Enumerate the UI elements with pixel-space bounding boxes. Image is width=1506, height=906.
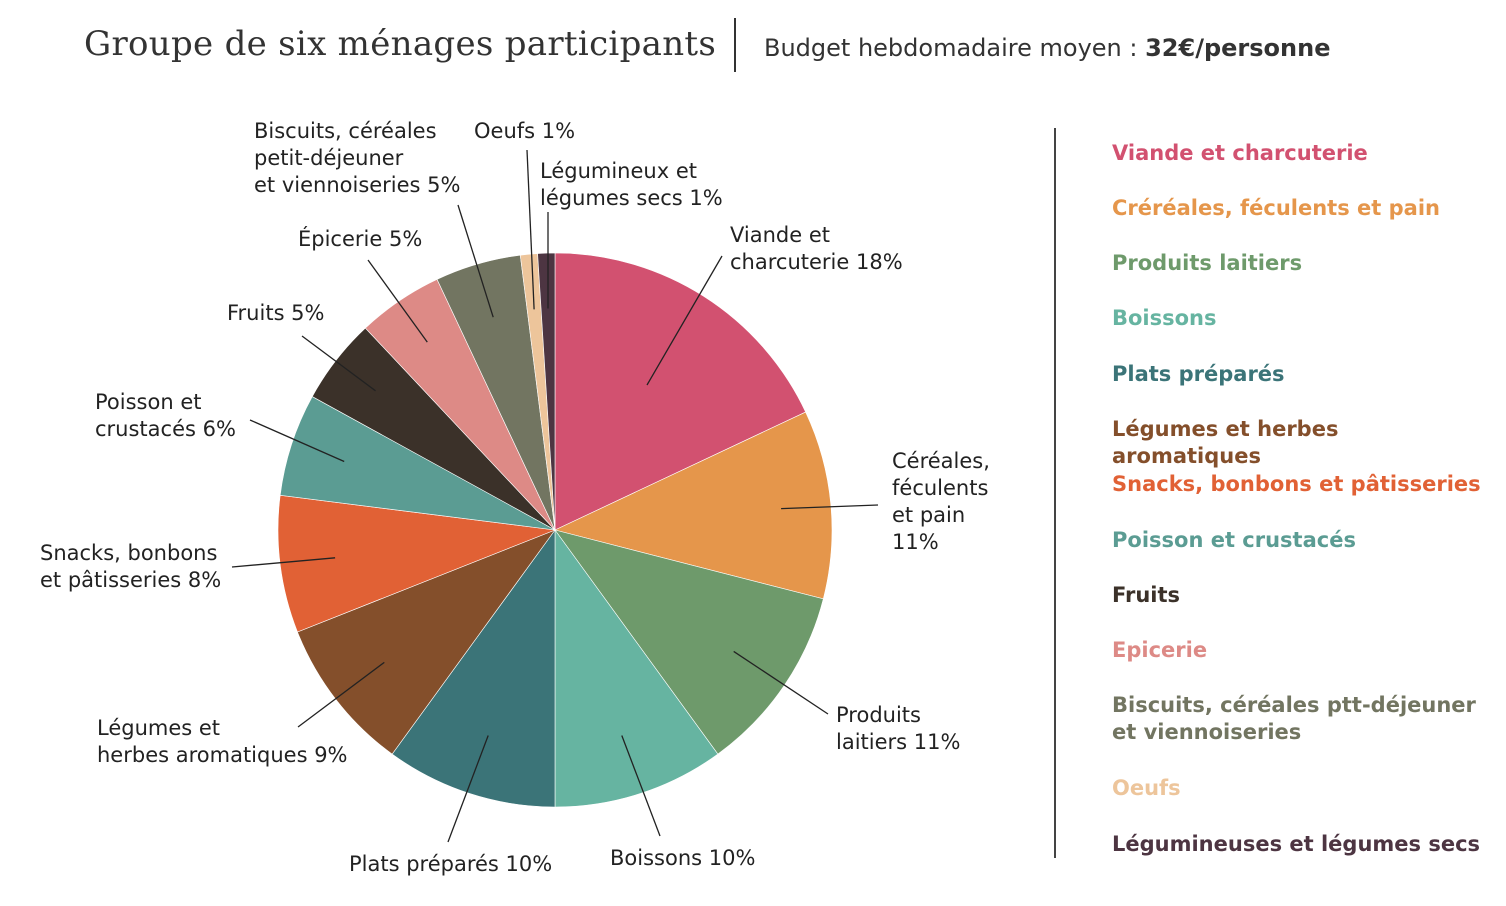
leader-line-snacks (231, 557, 336, 568)
pie-slices (277, 252, 833, 808)
pie-slice-cereales (554, 411, 833, 600)
data-label-line: laitiers 11% (836, 730, 960, 754)
legend-item: Boissons (1112, 305, 1492, 332)
data-label-line: Légumes et (97, 716, 220, 740)
legend-item-label: Oeufs (1112, 776, 1181, 800)
leader-line-boissons (621, 735, 661, 837)
data-label-line: Oeufs 1% (474, 119, 575, 143)
data-label-legumineux: Légumineux et légumes secs 1% (540, 159, 723, 210)
leader-line-cereales (781, 504, 879, 510)
legend-item-label: Epicerie (1112, 638, 1208, 662)
data-label-line: crustacés 6% (95, 417, 236, 441)
data-label-line: et pain (892, 503, 965, 527)
legend-item-label: Viande et charcuterie (1112, 141, 1368, 165)
legend-item: Biscuits, céréales ptt-déjeuner et vienno… (1112, 692, 1492, 746)
legend-item: Viande et charcuterie (1112, 140, 1492, 167)
data-label-line: Boissons 10% (610, 846, 755, 870)
data-label-viande: Viande et charcuterie 18% (730, 223, 903, 274)
leader-line-poisson (249, 419, 345, 463)
data-label-line: Biscuits, céréales (254, 119, 437, 143)
pie-slice-plats (391, 529, 556, 808)
leader-line-fruits (301, 335, 376, 392)
data-label-boissons: Boissons 10% (610, 846, 755, 870)
data-label-line: Viande et (730, 223, 830, 247)
pie-slice-legumineux (537, 252, 556, 531)
legend-item-label: Plats préparés (1112, 362, 1285, 386)
legend-item-label: Légumineuses et légumes secs (1112, 832, 1481, 856)
data-label-laitiers: Produits laitiers 11% (836, 703, 960, 754)
legend-item: Oeufs (1112, 775, 1492, 802)
legend-item-label: Snacks, bonbons et pâtisseries (1112, 472, 1481, 496)
data-label-fruits: Fruits 5% (227, 301, 325, 325)
legend-item: Epicerie (1112, 637, 1492, 664)
subtitle-prefix: Budget hebdomadaire moyen : (764, 34, 1146, 62)
legend-item-label: Créréales, féculents et pain (1112, 196, 1440, 220)
data-label-line: Poisson et (95, 390, 201, 414)
pie-slice-boissons (554, 529, 719, 808)
data-label-line: Plats préparés 10% (349, 852, 552, 876)
legend-item: Légumineuses et légumes secs (1112, 831, 1492, 858)
pie-slice-legumes (297, 529, 556, 755)
data-label-biscuits: Biscuits, céréales petit-déjeuner et vienn… (254, 119, 461, 197)
data-label-line: légumes secs 1% (540, 186, 723, 210)
legend-item: Fruits (1112, 582, 1492, 609)
legend-item: Snacks, bonbons et pâtisseries (1112, 471, 1492, 498)
legend-item-label: Légumes et herbes aromatiques (1112, 417, 1339, 468)
data-label-line: Céréales, (892, 449, 990, 473)
leader-line-plats (447, 735, 489, 843)
legend-item: Créréales, féculents et pain (1112, 195, 1492, 222)
data-label-plats: Plats préparés 10% (349, 852, 552, 876)
chart-subtitle: Budget hebdomadaire moyen : 32€/personne (764, 34, 1330, 62)
leader-line-legumes (297, 661, 385, 728)
data-label-line: Snacks, bonbons (40, 541, 217, 565)
legend-item: Poisson et crustacés (1112, 527, 1492, 554)
data-label-line: Produits (836, 703, 921, 727)
legend-divider (1054, 128, 1056, 858)
data-label-epicerie: Épicerie 5% (298, 226, 422, 251)
leader-line-biscuits (457, 204, 494, 318)
legend-item-label: Poisson et crustacés (1112, 528, 1356, 552)
leader-line-viande (646, 255, 723, 386)
data-label-line: et pâtisseries 8% (40, 568, 221, 592)
chart-title: Groupe de six ménages participants (84, 24, 717, 64)
data-label-cereales: Céréales, féculents et pain 11% (892, 449, 990, 554)
data-label-line: et viennoiseries 5% (254, 173, 461, 197)
legend-item-label: et viennoiseries (1112, 720, 1302, 744)
pie-chart: Viande et charcuterie 18% Céréales, féculen… (40, 119, 990, 876)
leader-line-laitiers (733, 650, 829, 715)
pie-labels: Viande et charcuterie 18% Céréales, féculen… (40, 119, 990, 876)
pie-slice-viande (554, 252, 807, 531)
data-label-snacks: Snacks, bonbons et pâtisseries 8% (40, 541, 221, 592)
data-label-line: charcuterie 18% (730, 250, 903, 274)
data-label-line: Légumineux et (540, 159, 697, 183)
legend-item: Plats préparés (1112, 361, 1492, 388)
legend-item: Légumes et herbes aromatiques (1112, 416, 1492, 470)
data-label-line: petit-déjeuner (254, 146, 404, 170)
legend-item-label: Biscuits, céréales ptt-déjeuner (1112, 693, 1476, 717)
leader-line-epicerie (367, 259, 428, 343)
title-divider (734, 18, 736, 72)
data-label-line: Fruits 5% (227, 301, 325, 325)
legend-item: Produits laitiers (1112, 250, 1492, 277)
legend-item-label: Fruits (1112, 583, 1181, 607)
subtitle-value: 32€/personne (1145, 34, 1331, 62)
pie-slice-snacks (277, 494, 556, 633)
data-label-line: herbes aromatiques 9% (97, 743, 348, 767)
data-label-poisson: Poisson et crustacés 6% (95, 390, 236, 441)
legend-item-label: Boissons (1112, 306, 1217, 330)
legend-item-label: Produits laitiers (1112, 251, 1303, 275)
data-label-line: 11% (892, 530, 939, 554)
data-label-legumes: Légumes et herbes aromatiques 9% (97, 716, 348, 767)
data-label-line: féculents (892, 476, 988, 500)
leader-line-oeufs (526, 149, 535, 310)
pie-slice-laitiers (554, 529, 824, 755)
data-label-line: Épicerie 5% (298, 226, 422, 251)
data-label-oeufs: Oeufs 1% (474, 119, 575, 143)
